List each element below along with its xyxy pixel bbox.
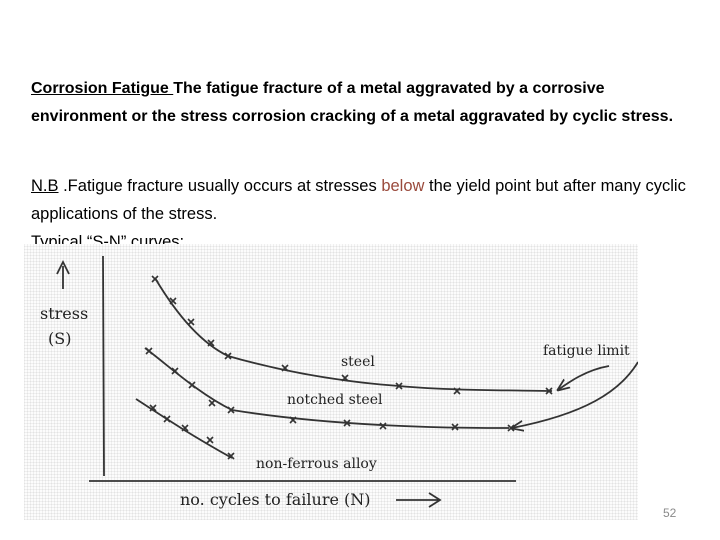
- nonferrous-data-points: [149, 404, 235, 460]
- x-axis-label: no. cycles to failure (N): [180, 490, 371, 509]
- fatigue-limit-label: fatigue limit: [543, 343, 630, 359]
- y-axis-label-stress: stress: [40, 304, 89, 323]
- fatigue-limit-pointer-1: [558, 365, 610, 390]
- nonferrous-curve: [135, 398, 233, 459]
- sn-curves-figure: stress (S) steel notched steel non-ferro…: [24, 244, 638, 520]
- steel-label: steel: [341, 354, 375, 370]
- steel-curve: [154, 277, 553, 392]
- sn-curves-drawing: [56, 255, 638, 508]
- x-axis-arrow: [396, 492, 442, 508]
- page-number: 52: [663, 506, 677, 520]
- fatigue-limit-pointer-2: [512, 361, 638, 428]
- corrosion-fatigue-text: The fatigue fracture of a metal aggravat…: [31, 80, 674, 125]
- steel-data-points: [151, 275, 553, 395]
- notched-steel-label: notched steel: [287, 392, 383, 408]
- nonferrous-alloy-label: non-ferrous alloy: [256, 456, 377, 472]
- y-axis-label-s: (S): [48, 329, 72, 348]
- nb-text-a: .Fatigue fracture usually occurs at stre…: [58, 177, 382, 195]
- y-axis-arrow: [56, 259, 70, 289]
- below-word: below: [381, 177, 425, 195]
- notched-steel-data-points: [145, 347, 515, 432]
- y-axis-line: [102, 255, 105, 477]
- corrosion-fatigue-term: Corrosion Fatigue: [31, 80, 174, 97]
- nb-label: N.B: [31, 177, 59, 195]
- notched-steel-curve: [144, 347, 510, 429]
- corrosion-fatigue-definition: Corrosion Fatigue The fatigue fracture o…: [31, 75, 691, 131]
- nb-text-b: the yield point but after many cyclic ap…: [31, 177, 686, 223]
